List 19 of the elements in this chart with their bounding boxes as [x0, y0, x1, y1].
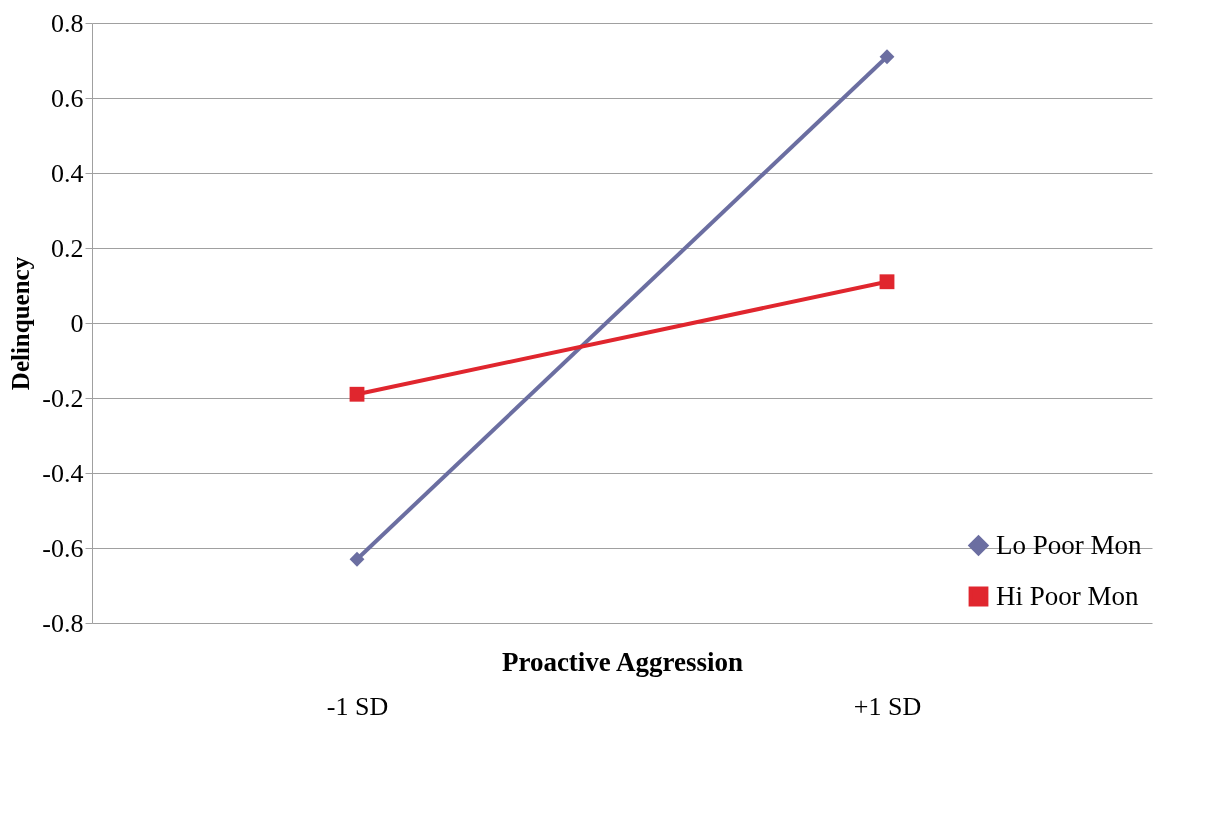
y-tick-label: 0.6 — [51, 83, 84, 113]
point — [349, 386, 365, 402]
x-tick-label: +1 SD — [853, 691, 922, 721]
y-tick-label: 0.4 — [51, 158, 84, 188]
y-axis-title: Delinquency — [7, 256, 35, 391]
y-tick-label: 0.2 — [51, 233, 84, 263]
point — [879, 49, 895, 65]
y-tick-label: 0.8 — [51, 8, 84, 38]
legend-label: Lo Poor Mon — [996, 529, 1143, 560]
point — [879, 274, 895, 290]
y-tick-label: 0 — [70, 308, 84, 338]
x-tick-label: -1 SD — [326, 691, 389, 721]
point — [349, 551, 365, 567]
y-tick-label: -0.6 — [42, 533, 84, 563]
y-tick-label: -0.4 — [42, 458, 84, 488]
y-tick-label: -0.2 — [42, 383, 84, 413]
x-axis-title: Proactive Aggression — [501, 646, 744, 677]
legend-label: Hi Poor Mon — [996, 580, 1140, 611]
y-tick-label: -0.8 — [42, 608, 84, 638]
